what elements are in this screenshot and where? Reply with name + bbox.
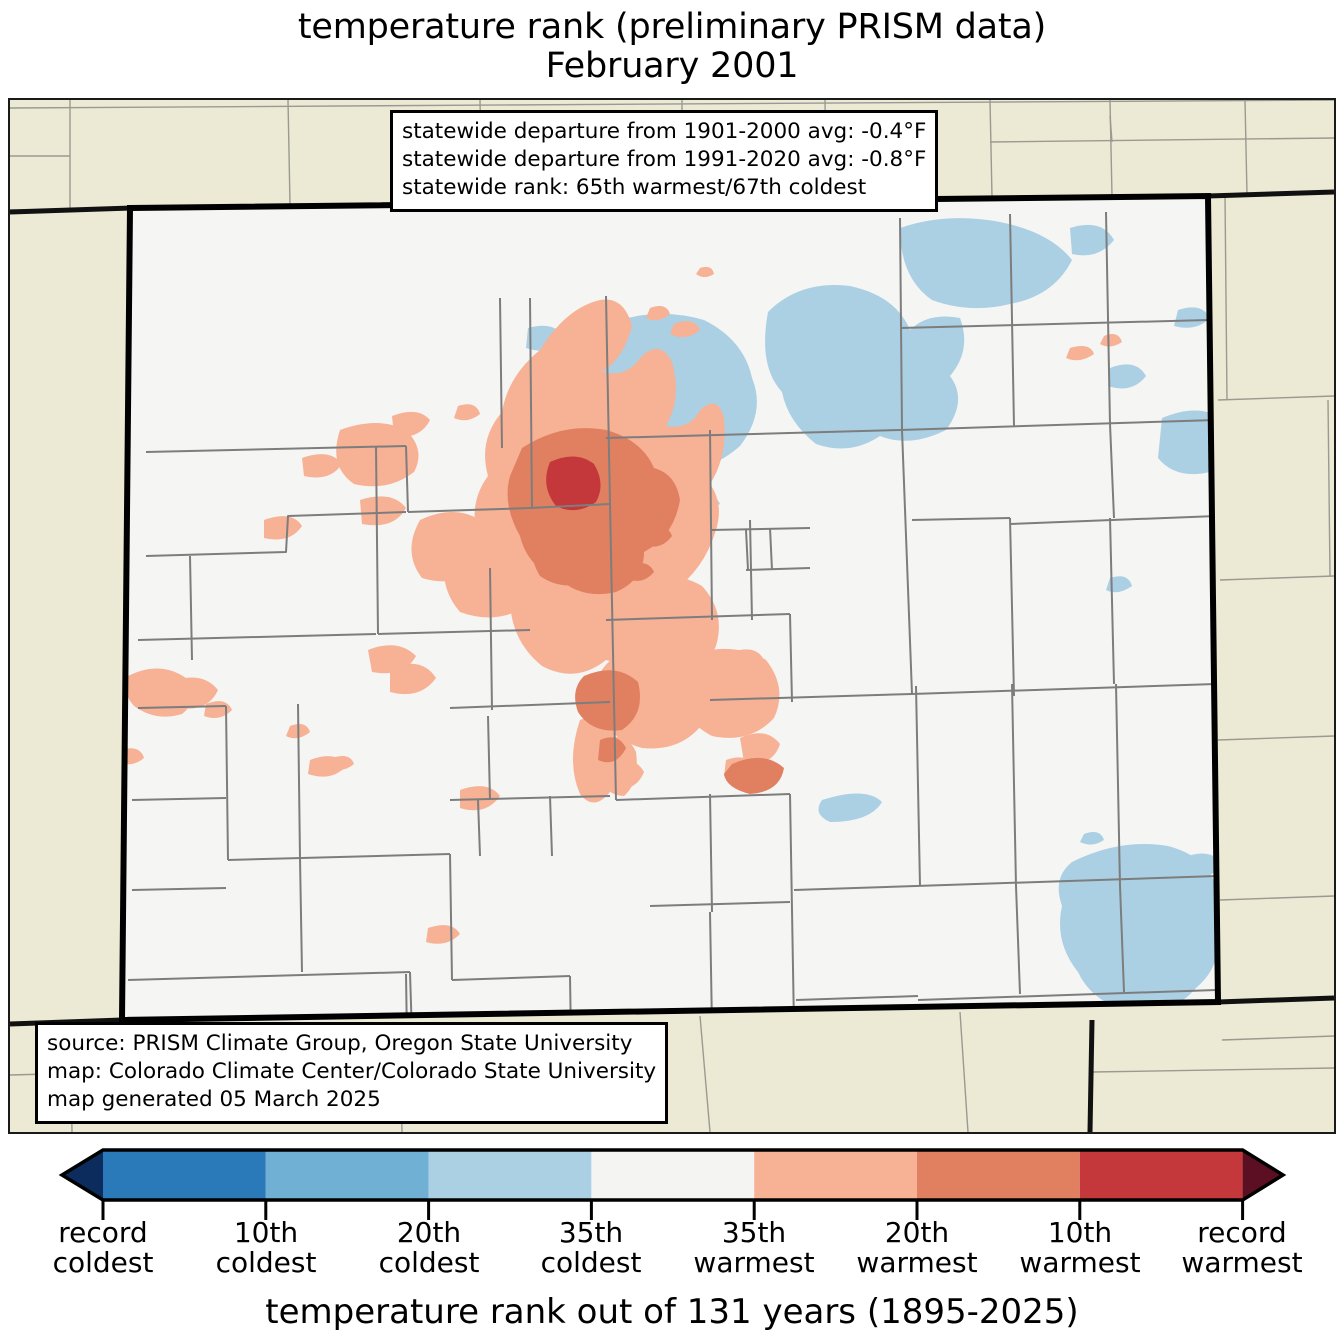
statistics-box: statewide departure from 1901-2000 avg: …: [390, 110, 939, 212]
colorbar-caption: temperature rank out of 131 years (1895-…: [265, 1292, 1079, 1332]
colorbar-graphic: [58, 1148, 1287, 1220]
band-10th-warmest: [1079, 1150, 1243, 1200]
colorbar-tick-labels: record coldest 10th coldest 20th coldest…: [0, 1216, 1344, 1288]
page-title: temperature rank (preliminary PRISM data…: [0, 7, 1344, 87]
band-median: [591, 1150, 755, 1200]
neighbor-state-borders: [10, 189, 1334, 1132]
source-prism: source: PRISM Climate Group, Oregon Stat…: [47, 1031, 633, 1057]
map-panel: statewide departure from 1901-2000 avg: …: [8, 98, 1336, 1134]
source-map-author: map: Colorado Climate Center/Colorado St…: [47, 1059, 657, 1085]
colorbar-label-10th-coldest: 10th coldest: [215, 1216, 317, 1280]
band-20th-warmest: [917, 1150, 1080, 1200]
colorbar-bands: [103, 1150, 1243, 1200]
colorbar-low-arrow: [62, 1150, 103, 1200]
colorado-temperature-rank-map: [10, 100, 1334, 1132]
title-line-1: temperature rank (preliminary PRISM data…: [297, 7, 1047, 47]
colorbar-panel: record coldest 10th coldest 20th coldest…: [0, 1142, 1344, 1332]
colorbar-label-20th-coldest: 20th coldest: [378, 1216, 480, 1280]
band-20th-coldest: [265, 1150, 429, 1200]
band-10th-coldest: [103, 1150, 266, 1200]
stat-departure-1991-2020: statewide departure from 1991-2020 avg: …: [402, 146, 927, 172]
colorbar-label-record-warmest: record warmest: [1181, 1216, 1303, 1280]
band-35th-coldest: [428, 1150, 592, 1200]
colorbar-label-20th-warmest: 20th warmest: [856, 1216, 978, 1280]
source-box: source: PRISM Climate Group, Oregon Stat…: [35, 1022, 669, 1124]
colorbar-label-10th-warmest: 10th warmest: [1019, 1216, 1141, 1280]
colorado-interior: [122, 196, 1218, 1020]
colorbar-label-35th-warmest: 35th warmest: [693, 1216, 815, 1280]
warm-anomaly-20th-areas: [507, 428, 784, 794]
source-generated-date: map generated 05 March 2025: [47, 1087, 381, 1113]
warm-anomaly-10th-areas: [546, 456, 601, 511]
colorbar-label-record-coldest: record coldest: [52, 1216, 154, 1280]
band-35th-warmest: [754, 1150, 917, 1200]
title-line-2: February 2001: [545, 46, 799, 87]
colorbar-high-arrow: [1242, 1150, 1283, 1200]
county-boundaries: [127, 211, 1218, 1020]
stat-statewide-rank: statewide rank: 65th warmest/67th coldes…: [402, 174, 867, 200]
colorbar-label-35th-coldest: 35th coldest: [540, 1216, 642, 1280]
stat-departure-1901-2000: statewide departure from 1901-2000 avg: …: [402, 119, 927, 144]
colorbar-ticks: [101, 1200, 1245, 1220]
